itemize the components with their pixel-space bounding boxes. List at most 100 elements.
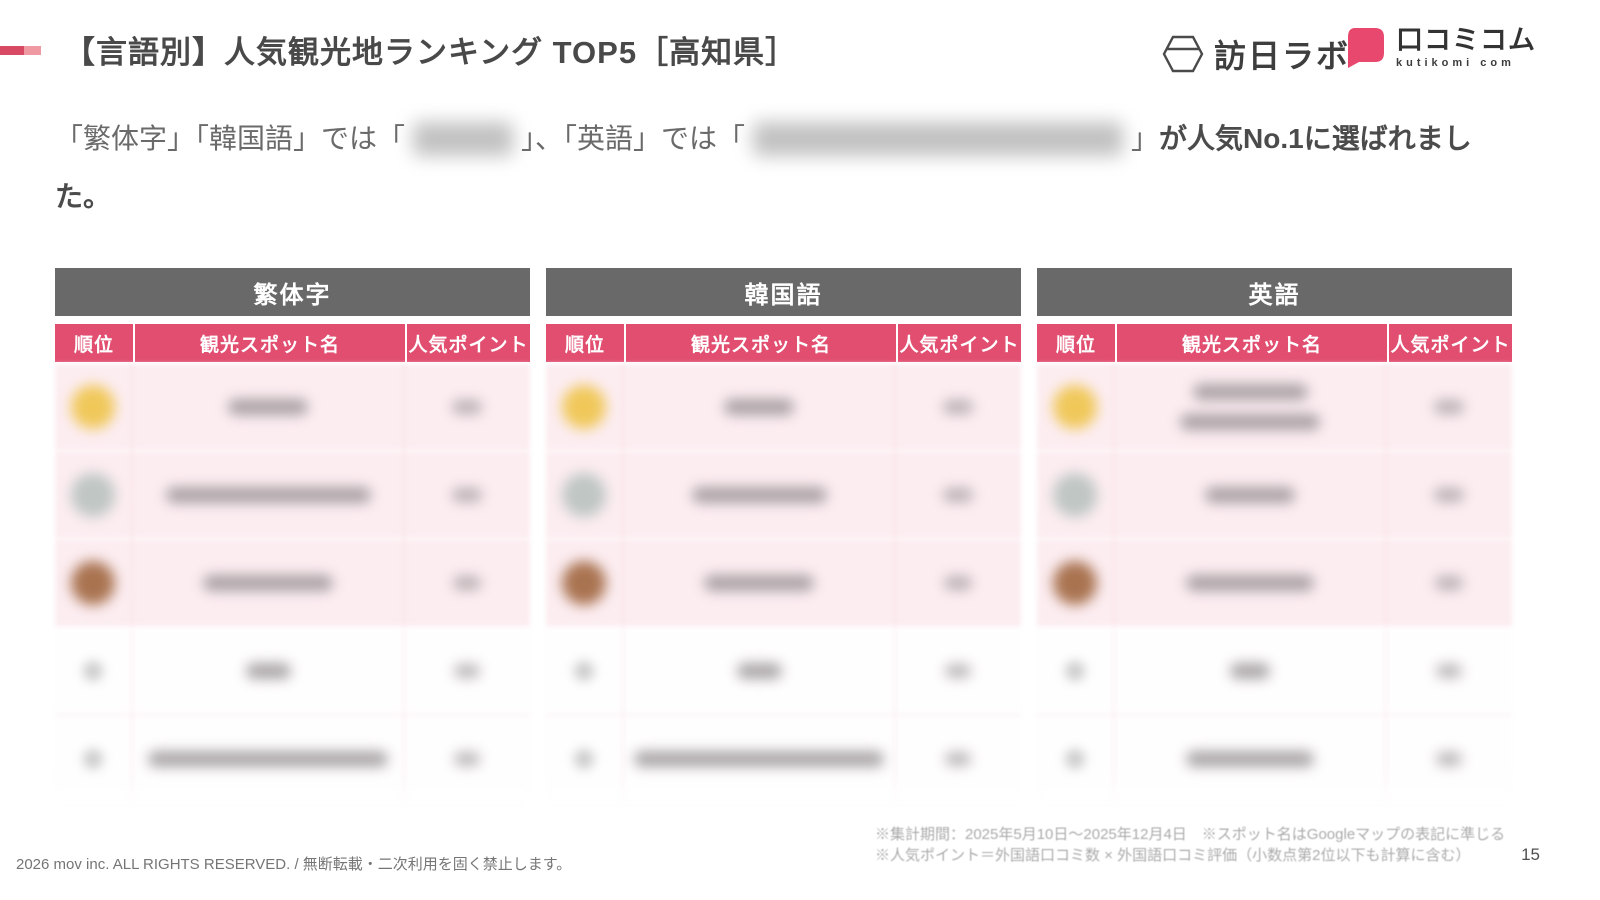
points-redacted bbox=[944, 664, 971, 678]
table-row bbox=[546, 452, 1021, 540]
points-cell bbox=[405, 364, 528, 450]
table-row bbox=[1037, 716, 1512, 804]
points-redacted bbox=[1435, 752, 1462, 766]
table-row bbox=[55, 540, 530, 628]
table-row bbox=[1037, 364, 1512, 452]
spot-name-redacted bbox=[704, 575, 814, 591]
spot-name-redacted bbox=[724, 399, 794, 415]
rank-number-redacted bbox=[574, 749, 594, 769]
points-cell bbox=[896, 540, 1019, 626]
table-language-header: 英語 bbox=[1037, 268, 1512, 316]
rank-cell bbox=[55, 452, 133, 538]
hexagon-icon bbox=[1162, 35, 1204, 73]
points-cell bbox=[405, 716, 528, 802]
spot-name-cell bbox=[1115, 364, 1387, 450]
spot-name-redacted bbox=[228, 399, 308, 415]
spot-name-redacted bbox=[1186, 575, 1314, 591]
points-redacted bbox=[451, 400, 482, 414]
rank-cell bbox=[546, 540, 624, 626]
column-header-cell: 観光スポット名 bbox=[1115, 324, 1387, 362]
column-header-cell: 観光スポット名 bbox=[624, 324, 896, 362]
points-cell bbox=[1387, 452, 1510, 538]
kutikomi-logo-text: 口コミコム bbox=[1396, 25, 1536, 55]
spot-name-redacted bbox=[1180, 414, 1320, 430]
footnote-line: ※集計期間：2025年5月10日〜2025年12月4日 ※スポット名はGoogl… bbox=[875, 826, 1506, 843]
subtitle: 「繁体字」「韓国語」では「 」、「英語」では「 」が人気No.1に選ばれました。 bbox=[55, 110, 1525, 226]
spot-name-cell bbox=[1115, 540, 1387, 626]
column-header: 順位 観光スポット名 人気ポイント bbox=[1037, 324, 1512, 362]
subtitle-segment: が人気No.1に選ばれました。 bbox=[55, 123, 1472, 212]
spot-name-cell bbox=[624, 716, 896, 802]
points-cell bbox=[896, 364, 1019, 450]
table-row bbox=[546, 628, 1021, 716]
spot-name-redacted bbox=[691, 487, 827, 503]
gold-medal-icon bbox=[1053, 385, 1097, 429]
spot-name-redacted bbox=[1205, 487, 1295, 503]
points-cell bbox=[405, 540, 528, 626]
ranking-table: 韓国語 順位 観光スポット名 人気ポイント bbox=[538, 268, 1029, 812]
table-row bbox=[55, 628, 530, 716]
honichi-logo-text: 訪日ラボ bbox=[1213, 38, 1350, 74]
table-body bbox=[1029, 364, 1520, 812]
rank-cell bbox=[55, 364, 133, 450]
spot-name-cell bbox=[133, 540, 405, 626]
table-row bbox=[1037, 452, 1512, 540]
points-redacted bbox=[942, 400, 973, 414]
spot-name-redacted bbox=[1186, 751, 1314, 767]
table-row bbox=[55, 364, 530, 452]
silver-medal-icon bbox=[71, 473, 115, 517]
spot-name-cell bbox=[1115, 716, 1387, 802]
points-cell bbox=[405, 452, 528, 538]
spot-name-redacted bbox=[203, 575, 333, 591]
spot-name-redacted bbox=[1230, 663, 1270, 679]
title-accent-dash-light bbox=[24, 46, 41, 55]
spot-name-cell bbox=[624, 364, 896, 450]
table-language-header: 繁体字 bbox=[55, 268, 530, 316]
footnote-line: ※人気ポイント＝外国語口コミ数 × 外国語口コミ評価（小数点第2位以下も計算に含… bbox=[875, 847, 1471, 864]
spot-name-redacted bbox=[165, 487, 371, 503]
page-number: 15 bbox=[1521, 845, 1540, 864]
redacted-text bbox=[753, 122, 1124, 156]
points-redacted bbox=[1433, 488, 1464, 502]
table-row bbox=[1037, 540, 1512, 628]
points-cell bbox=[1387, 716, 1510, 802]
bronze-medal-icon bbox=[1053, 561, 1097, 605]
rank-cell bbox=[1037, 452, 1115, 538]
title-accent-dash-dark bbox=[0, 46, 24, 55]
table-row bbox=[1037, 628, 1512, 716]
column-header: 順位 観光スポット名 人気ポイント bbox=[55, 324, 530, 362]
points-cell bbox=[1387, 540, 1510, 626]
column-header: 順位 観光スポット名 人気ポイント bbox=[546, 324, 1021, 362]
spot-name-cell bbox=[624, 540, 896, 626]
rank-cell bbox=[546, 628, 624, 714]
points-redacted bbox=[944, 752, 971, 766]
subtitle-segment: 「繁体字」「韓国語」では「 bbox=[55, 123, 406, 154]
ranking-table: 繁体字順位 観光スポット名 人気ポイント bbox=[47, 268, 538, 812]
spot-name-cell bbox=[624, 452, 896, 538]
rank-cell bbox=[55, 628, 133, 714]
table-row bbox=[546, 716, 1021, 804]
rank-cell bbox=[546, 716, 624, 802]
points-redacted bbox=[1434, 576, 1463, 590]
column-header-cell: 順位 bbox=[564, 334, 605, 356]
rank-number-redacted bbox=[83, 661, 103, 681]
column-header-cell: 順位 bbox=[1055, 334, 1096, 356]
rank-number-redacted bbox=[83, 749, 103, 769]
points-cell bbox=[1387, 364, 1510, 450]
spot-name-cell bbox=[133, 364, 405, 450]
ranking-tables: 繁体字 順位 観光スポット名 人気ポイント 韓国語 順位 観光スポット名 人気ポイント 英語 順位… bbox=[47, 268, 1520, 812]
table-row bbox=[546, 540, 1021, 628]
spot-name-cell bbox=[133, 452, 405, 538]
column-header-cell: 順位 bbox=[73, 334, 114, 356]
kutikomi-logo: 口コミコム kutikomi com bbox=[1345, 27, 1536, 69]
spot-name-redacted bbox=[736, 663, 782, 679]
rank-cell bbox=[546, 452, 624, 538]
points-cell bbox=[405, 628, 528, 714]
silver-medal-icon bbox=[562, 473, 606, 517]
table-body bbox=[538, 364, 1029, 812]
gold-medal-icon bbox=[71, 385, 115, 429]
rank-cell bbox=[1037, 628, 1115, 714]
rank-cell bbox=[55, 716, 133, 802]
rank-cell bbox=[546, 364, 624, 450]
table-row bbox=[55, 452, 530, 540]
